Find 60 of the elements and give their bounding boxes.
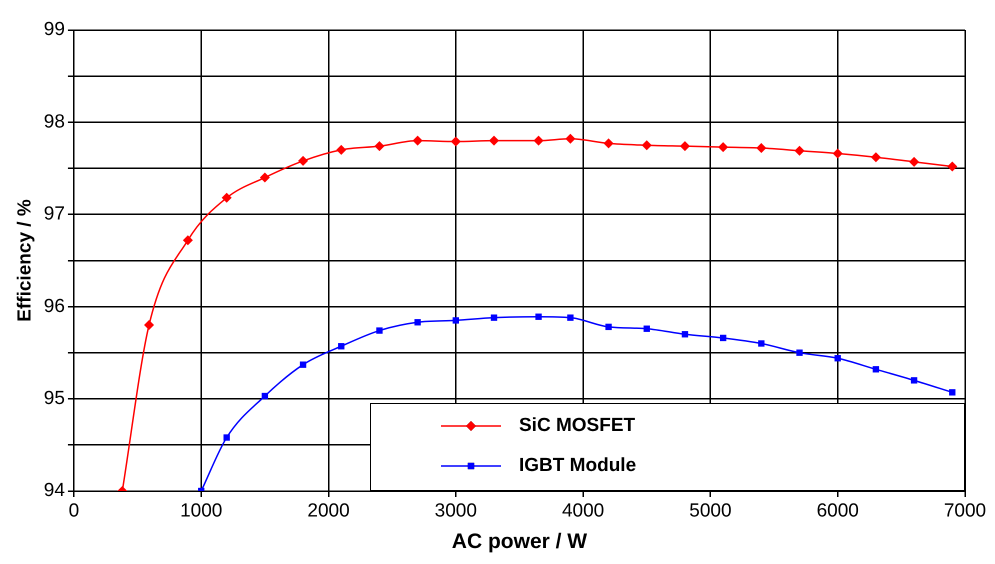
point bbox=[535, 314, 542, 320]
point bbox=[490, 314, 498, 321]
point bbox=[756, 143, 766, 154]
point bbox=[414, 319, 421, 326]
point bbox=[605, 324, 612, 330]
y-tick-label: 97 bbox=[44, 204, 65, 225]
point bbox=[720, 334, 726, 342]
point bbox=[604, 138, 614, 148]
point bbox=[144, 320, 154, 330]
point bbox=[794, 146, 805, 156]
point bbox=[644, 326, 650, 332]
point bbox=[224, 434, 230, 441]
y-tick-label: 96 bbox=[44, 296, 65, 317]
point bbox=[336, 144, 346, 155]
x-tick-label: 5000 bbox=[689, 500, 732, 522]
point bbox=[182, 235, 193, 246]
y-tick-label: 94 bbox=[44, 480, 66, 502]
y-tick-label: 98 bbox=[44, 111, 65, 132]
point bbox=[832, 148, 843, 159]
x-tick-label: 1000 bbox=[180, 500, 222, 522]
y-axis-title: Efficiency / % bbox=[14, 199, 36, 322]
y-tick-label: 95 bbox=[44, 388, 65, 410]
point bbox=[260, 172, 270, 183]
point bbox=[758, 340, 765, 347]
point bbox=[682, 331, 688, 338]
point bbox=[642, 140, 652, 150]
point bbox=[834, 355, 841, 362]
point bbox=[796, 350, 803, 356]
point bbox=[565, 134, 576, 144]
x-tick-label: 3000 bbox=[434, 500, 477, 522]
point bbox=[872, 366, 880, 372]
point bbox=[718, 142, 728, 152]
point bbox=[947, 161, 958, 172]
point bbox=[949, 389, 956, 396]
legend-label: IGBT Module bbox=[519, 455, 636, 476]
point bbox=[452, 317, 459, 324]
point bbox=[300, 362, 306, 368]
x-axis-title: AC power / W bbox=[452, 530, 588, 554]
x-tick-label: 0 bbox=[68, 500, 80, 522]
legend-label: SiC MOSFET bbox=[519, 415, 636, 436]
point bbox=[412, 136, 423, 146]
point bbox=[376, 327, 383, 334]
y-tick-label: 99 bbox=[44, 19, 65, 40]
point bbox=[489, 136, 500, 146]
point bbox=[338, 343, 344, 350]
x-tick-label: 4000 bbox=[562, 500, 604, 522]
point bbox=[374, 141, 384, 152]
point bbox=[680, 141, 690, 152]
point bbox=[262, 392, 268, 400]
x-tick-label: 7000 bbox=[944, 500, 986, 522]
point bbox=[222, 192, 232, 203]
point bbox=[450, 136, 461, 147]
point bbox=[870, 152, 881, 162]
point bbox=[567, 314, 574, 321]
point bbox=[909, 156, 920, 167]
point bbox=[910, 377, 918, 384]
x-tick-label: 2000 bbox=[307, 500, 350, 522]
point bbox=[534, 136, 544, 146]
point bbox=[298, 156, 308, 166]
x-tick-label: 6000 bbox=[816, 500, 859, 522]
